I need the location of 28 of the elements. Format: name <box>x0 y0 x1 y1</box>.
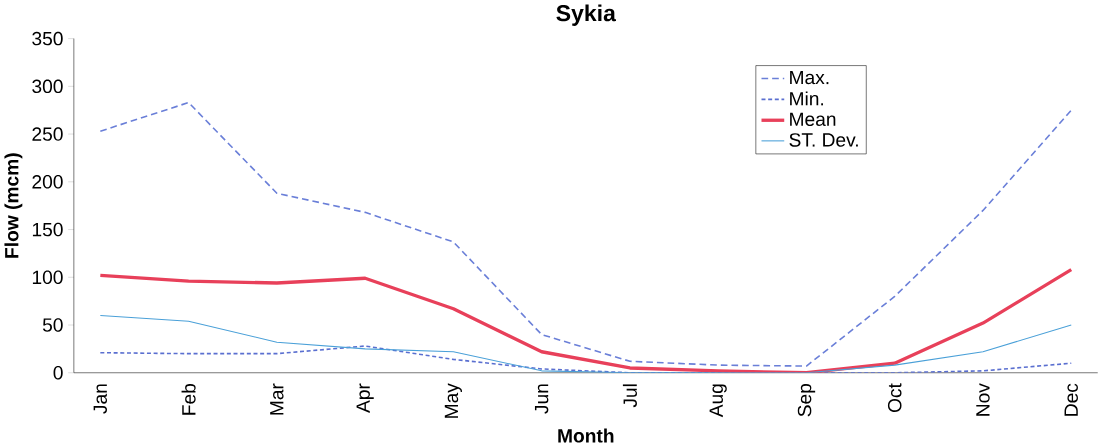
x-tick-label: Oct <box>887 383 902 413</box>
legend-label: Min. <box>790 91 824 106</box>
x-tick-label: Nov <box>976 383 990 416</box>
chart-title: Sykia <box>556 4 617 26</box>
y-tick-label: 150 <box>32 222 63 237</box>
line-series <box>98 267 1073 373</box>
x-tick-label: May <box>444 383 462 418</box>
y-tick-label: 200 <box>32 175 63 189</box>
y-tick-label: 300 <box>32 79 63 94</box>
x-tick-label: Jul <box>622 384 637 408</box>
x-axis-title: Month <box>558 428 614 443</box>
legend-label: ST. Dev. <box>789 133 858 147</box>
x-tick-label: Jan <box>93 384 108 414</box>
legend-label: Max. <box>790 70 829 85</box>
x-tick-label: Dec <box>1064 383 1078 416</box>
x-tick-label: Jun <box>534 384 549 414</box>
x-tick-label: Sep <box>797 383 816 417</box>
y-tick-label: 0 <box>53 365 63 380</box>
y-tick-label: 50 <box>42 318 63 332</box>
legend-label: Mean <box>790 112 836 127</box>
y-tick-label: 350 <box>32 31 63 46</box>
x-tick-label: Mar <box>270 383 284 415</box>
x-tick-label: Feb <box>181 383 196 415</box>
x-tick-label: Aug <box>709 384 727 418</box>
x-tick-label: Apr <box>356 383 374 413</box>
y-tick-label: 100 <box>32 270 63 285</box>
y-axis-title: Flow (mcm) <box>4 153 23 258</box>
y-tick-label: 250 <box>32 127 63 141</box>
